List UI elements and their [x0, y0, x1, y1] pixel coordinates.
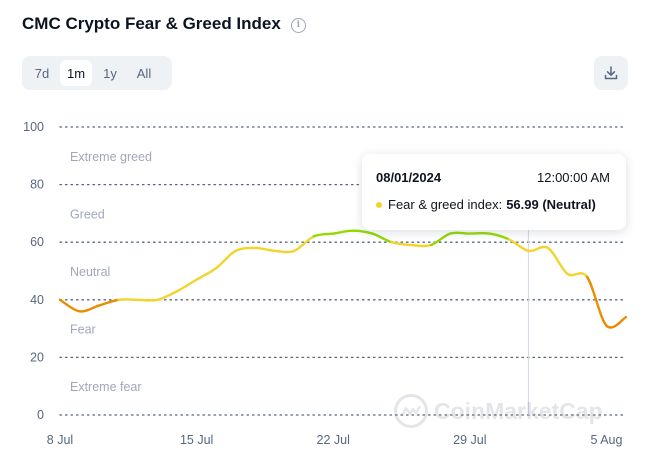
range-tab-1m[interactable]: 1m — [60, 60, 92, 86]
series-line-segment — [410, 243, 433, 248]
x-tick-label: 22 Jul — [317, 433, 350, 447]
zone-label: Fear — [70, 323, 96, 337]
series-line-segment — [136, 298, 159, 302]
series-line-segment — [253, 246, 276, 253]
y-tick-label: 100 — [23, 120, 44, 134]
chart-title: CMC Crypto Fear & Greed Index — [22, 14, 281, 33]
x-tick-label: 15 Jul — [180, 433, 213, 447]
series-line-segment — [449, 231, 472, 235]
series-line-segment — [78, 304, 101, 313]
series-line-segment — [351, 229, 374, 235]
series-dot-icon — [376, 201, 382, 208]
y-tick-label: 40 — [30, 293, 44, 307]
series-line-segment — [156, 289, 179, 301]
download-icon — [604, 66, 618, 80]
x-tick-label: 29 Jul — [453, 433, 486, 447]
series-line-segment — [390, 241, 413, 247]
series-line-segment — [546, 246, 569, 276]
zone-label: Neutral — [70, 265, 110, 279]
zone-label: Greed — [70, 207, 105, 221]
coinmarketcap-watermark: CoinMarketCap — [394, 394, 603, 428]
time-range-selector: 7d 1m 1y All — [22, 56, 172, 90]
tooltip-date: 08/01/2024 — [376, 170, 442, 185]
zone-label: Extreme greed — [70, 150, 152, 164]
series-line-segment — [605, 315, 628, 329]
range-tab-7d[interactable]: 7d — [34, 65, 50, 81]
series-line-segment — [429, 232, 452, 247]
series-line-segment — [566, 272, 589, 278]
watermark-text: CoinMarketCap — [434, 397, 603, 424]
tooltip-value: 56.99 (Neutral) — [506, 197, 596, 212]
range-tab-1y[interactable]: 1y — [103, 65, 117, 81]
series-line-segment — [332, 229, 354, 235]
y-tick-label: 0 — [37, 408, 44, 422]
y-tick-label: 80 — [30, 178, 44, 192]
x-tick-label: 8 Jul — [47, 433, 73, 447]
y-tick-label: 60 — [30, 235, 44, 249]
tooltip-time: 12:00:00 AM — [537, 170, 610, 185]
series-line-segment — [234, 246, 257, 253]
x-tick-label: 5 Aug — [590, 433, 622, 447]
range-tab-all[interactable]: All — [136, 65, 152, 81]
series-line-segment — [214, 249, 237, 270]
download-button[interactable] — [594, 56, 628, 90]
chart-tooltip: 08/01/2024 12:00:00 AM Fear & greed inde… — [362, 154, 626, 230]
zone-label: Extreme fear — [70, 380, 142, 394]
series-line-segment — [507, 238, 530, 253]
series-line-segment — [585, 275, 608, 327]
title-row: CMC Crypto Fear & Greed Index i — [22, 14, 306, 34]
tooltip-label: Fear & greed index: — [388, 197, 503, 212]
coinmarketcap-logo-icon — [394, 394, 428, 428]
series-line-segment — [527, 245, 550, 253]
info-icon[interactable]: i — [290, 17, 306, 33]
series-line-segment — [293, 235, 315, 253]
series-line-segment — [371, 232, 393, 244]
series-line-segment — [488, 232, 511, 241]
series-line-segment — [312, 232, 335, 238]
series-line-segment — [195, 266, 218, 281]
y-tick-label: 20 — [30, 350, 44, 364]
series-line-segment — [58, 298, 81, 313]
series-line-segment — [273, 249, 296, 254]
series-line-segment — [97, 298, 120, 307]
series-line-segment — [175, 278, 198, 293]
